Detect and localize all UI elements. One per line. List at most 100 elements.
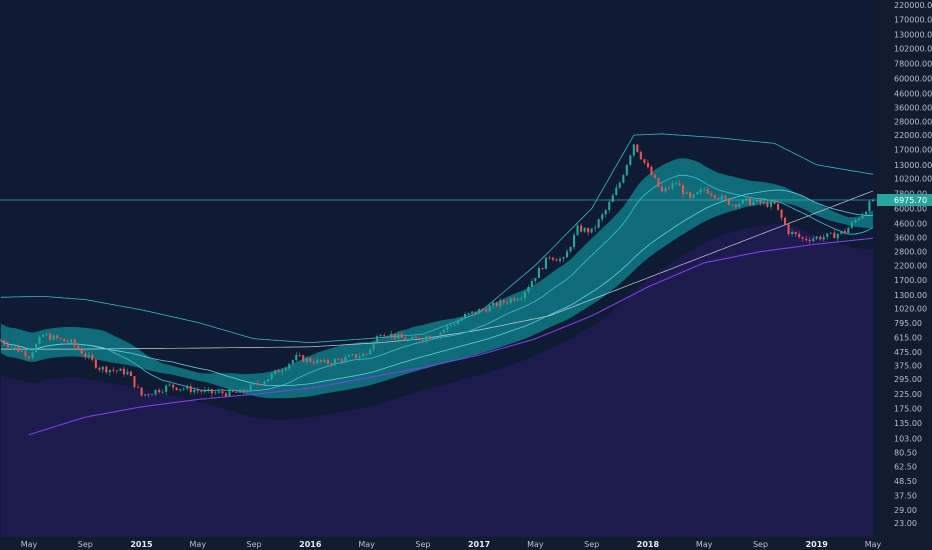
candle[interactable] xyxy=(569,246,572,254)
candle[interactable] xyxy=(98,366,101,373)
candle[interactable] xyxy=(492,299,495,309)
candle[interactable] xyxy=(80,346,83,355)
candle[interactable] xyxy=(689,191,692,201)
candle[interactable] xyxy=(52,333,55,341)
candle[interactable] xyxy=(112,367,115,373)
candle[interactable] xyxy=(833,230,836,239)
candle[interactable] xyxy=(203,386,206,394)
candle[interactable] xyxy=(471,311,474,315)
candle[interactable] xyxy=(439,331,442,340)
candle[interactable] xyxy=(119,367,122,371)
candle[interactable] xyxy=(214,390,217,395)
candle[interactable] xyxy=(685,191,688,195)
candle[interactable] xyxy=(611,193,614,202)
candle[interactable] xyxy=(502,298,505,305)
candle[interactable] xyxy=(393,333,396,342)
candle[interactable] xyxy=(231,389,234,393)
candle[interactable] xyxy=(808,237,811,245)
candle[interactable] xyxy=(404,335,407,342)
candle[interactable] xyxy=(172,384,175,391)
candle[interactable] xyxy=(738,202,741,210)
candle[interactable] xyxy=(151,393,154,396)
candle[interactable] xyxy=(316,357,319,365)
candle[interactable] xyxy=(105,365,108,375)
candle[interactable] xyxy=(653,173,656,179)
candle[interactable] xyxy=(242,389,245,395)
candle[interactable] xyxy=(752,199,755,207)
candle[interactable] xyxy=(158,388,161,394)
candle[interactable] xyxy=(87,352,90,360)
candle[interactable] xyxy=(692,194,695,199)
candle[interactable] xyxy=(798,231,801,239)
candle[interactable] xyxy=(365,353,368,356)
candle[interactable] xyxy=(639,150,642,161)
candle[interactable] xyxy=(421,339,424,343)
candle[interactable] xyxy=(355,354,358,360)
candle[interactable] xyxy=(520,295,523,302)
candle[interactable] xyxy=(260,383,263,387)
candle[interactable] xyxy=(850,220,853,229)
candle[interactable] xyxy=(193,387,196,395)
candle[interactable] xyxy=(351,353,354,357)
candle[interactable] xyxy=(590,228,593,234)
candle[interactable] xyxy=(478,308,481,314)
candle[interactable] xyxy=(27,354,30,361)
candle[interactable] xyxy=(179,389,182,393)
candle[interactable] xyxy=(358,353,361,361)
candle[interactable] xyxy=(186,384,189,391)
candle[interactable] xyxy=(147,393,150,398)
candle[interactable] xyxy=(625,164,628,176)
candle[interactable] xyxy=(407,338,410,342)
candle[interactable] xyxy=(115,370,118,374)
candle[interactable] xyxy=(840,230,843,235)
candle[interactable] xyxy=(49,331,52,341)
candle[interactable] xyxy=(77,344,80,351)
candle[interactable] xyxy=(73,338,76,349)
candle[interactable] xyxy=(411,334,414,341)
candle[interactable] xyxy=(17,344,20,353)
candle[interactable] xyxy=(727,198,730,206)
candle[interactable] xyxy=(133,376,136,389)
candle[interactable] xyxy=(323,358,326,363)
candle[interactable] xyxy=(509,297,512,305)
candle[interactable] xyxy=(601,212,604,223)
candle[interactable] xyxy=(101,365,104,373)
candle[interactable] xyxy=(703,187,706,192)
candle[interactable] xyxy=(551,256,554,262)
candle[interactable] xyxy=(207,387,210,393)
candle[interactable] xyxy=(400,331,403,338)
candle[interactable] xyxy=(228,387,231,397)
candle[interactable] xyxy=(348,353,351,357)
candle[interactable] xyxy=(696,191,699,195)
candle[interactable] xyxy=(734,204,737,211)
candle[interactable] xyxy=(337,357,340,360)
candle[interactable] xyxy=(442,328,445,336)
candle[interactable] xyxy=(636,144,639,153)
candle[interactable] xyxy=(646,159,649,169)
candle[interactable] xyxy=(13,346,16,349)
candle[interactable] xyxy=(843,228,846,235)
candle[interactable] xyxy=(541,267,544,271)
candle[interactable] xyxy=(24,347,27,360)
candle[interactable] xyxy=(10,345,13,350)
candle[interactable] xyxy=(108,369,111,376)
x-axis[interactable]: May Sep 2015 May Sep 2016 May Sep 2017 May Sep 2018… xyxy=(21,540,882,549)
candle[interactable] xyxy=(238,388,241,393)
candle[interactable] xyxy=(330,362,333,367)
candle[interactable] xyxy=(435,335,438,338)
candle[interactable] xyxy=(499,297,502,310)
candle[interactable] xyxy=(801,236,804,242)
candle[interactable] xyxy=(414,334,417,338)
candle[interactable] xyxy=(615,184,618,196)
candle[interactable] xyxy=(699,186,702,196)
candle[interactable] xyxy=(861,212,864,219)
candle[interactable] xyxy=(713,194,716,201)
candle[interactable] xyxy=(506,299,509,305)
candle[interactable] xyxy=(481,307,484,312)
candle[interactable] xyxy=(706,186,709,195)
candle[interactable] xyxy=(457,317,460,325)
candle[interactable] xyxy=(224,392,227,398)
candle[interactable] xyxy=(263,380,266,387)
candle[interactable] xyxy=(38,335,41,345)
candle[interactable] xyxy=(42,333,45,338)
